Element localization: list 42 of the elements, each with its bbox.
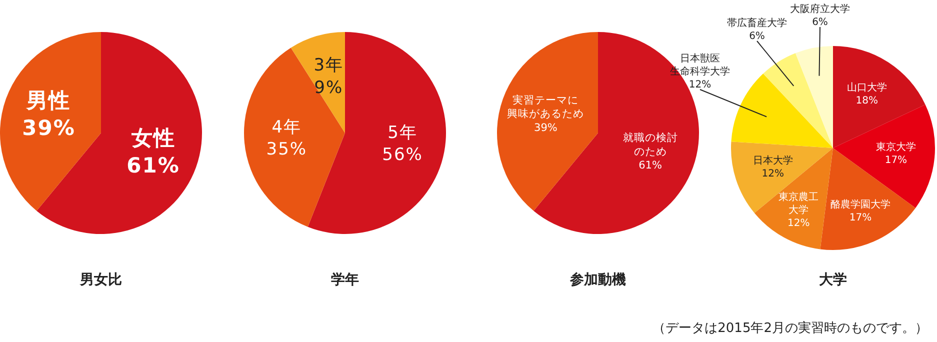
data-label: 61% — [638, 159, 662, 172]
data-label: 6% — [749, 31, 765, 42]
pie-slice — [0, 32, 101, 211]
slice-label: 帯広畜産大学 — [727, 17, 787, 29]
slice-label: 実習テーマに興味があるため — [507, 94, 584, 120]
slice-label: 就職の検討のため — [622, 131, 678, 158]
slice-label: 4年 — [272, 117, 302, 138]
text: 大学 — [819, 272, 847, 288]
slice-label: 東京大学 — [876, 140, 916, 153]
slice-label: 酪農学園大学 — [830, 198, 891, 211]
text: 男女比 — [79, 272, 122, 288]
slice-label: 山口大学 — [846, 82, 887, 94]
slice-label: 女性 — [130, 126, 176, 150]
data-label: 12% — [787, 218, 810, 230]
data-label: 39% — [534, 122, 558, 134]
pie-slice — [731, 74, 833, 148]
slice-label: 3年 — [314, 56, 344, 76]
data-label: 61% — [126, 153, 180, 178]
data-label: 35% — [266, 140, 308, 160]
data-label: 17% — [849, 212, 872, 224]
pie-slice — [308, 32, 446, 234]
data-label: 18% — [856, 96, 878, 107]
pie-slice — [763, 53, 833, 148]
slice-label: 東京農工大学 — [778, 191, 819, 216]
slice-label: 大阪府立大学 — [790, 3, 850, 15]
data-label: 12% — [688, 80, 712, 90]
data-label: 12% — [762, 168, 784, 180]
text: （データは2015年2月の実習時のものです。） — [652, 320, 928, 336]
text: 学年 — [331, 272, 359, 288]
slice-label: 男性 — [26, 88, 71, 113]
text: 参加動機 — [569, 271, 626, 288]
pie-slice — [795, 46, 833, 148]
data-label: 56% — [382, 145, 423, 166]
pie-slice — [497, 32, 598, 211]
data-label: 9% — [314, 78, 344, 98]
data-label: 6% — [812, 17, 828, 28]
data-label: 39% — [22, 116, 76, 140]
pie-slice — [244, 48, 345, 227]
slice-label: 5年 — [388, 122, 418, 143]
data-label: 17% — [884, 154, 908, 166]
slice-label: 日本大学 — [752, 154, 793, 167]
slice-label: 日本獣医生命科学大学 — [670, 52, 730, 78]
